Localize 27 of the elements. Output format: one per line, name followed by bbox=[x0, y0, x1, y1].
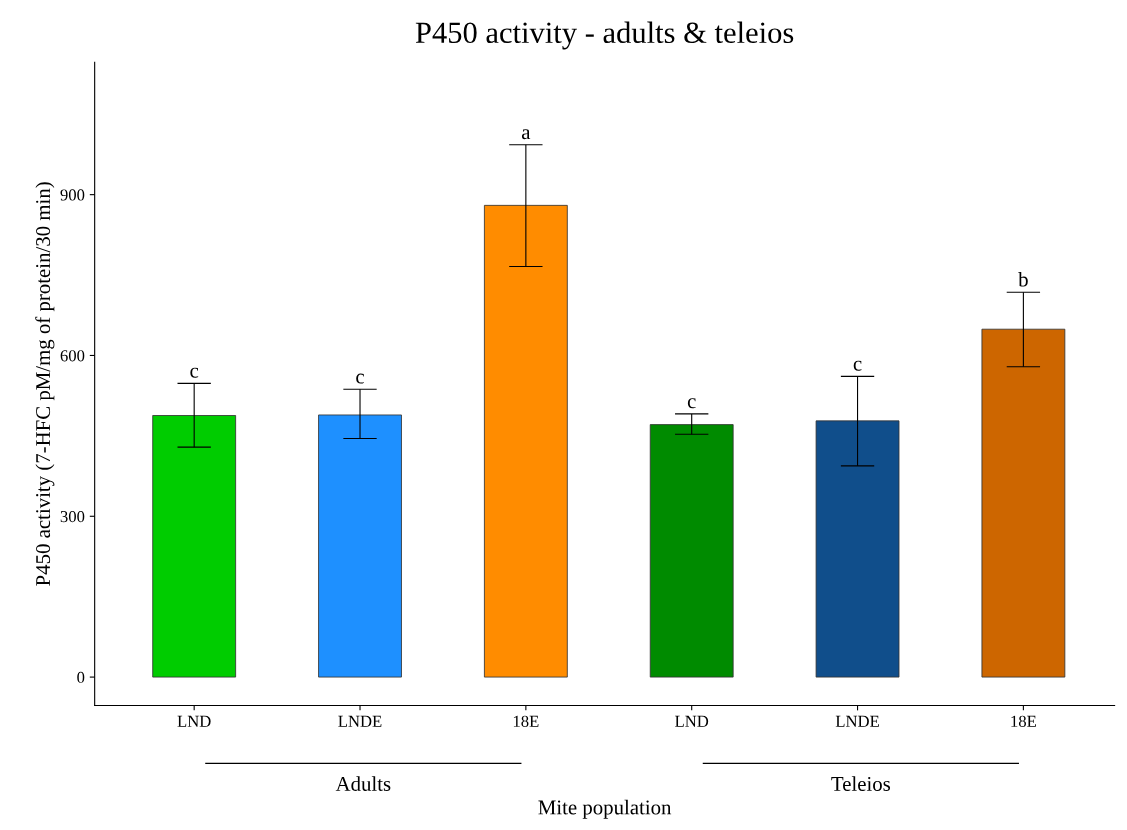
data-label: c bbox=[687, 398, 696, 409]
data-label: a bbox=[521, 129, 531, 140]
x-tick-label: 18E bbox=[1011, 715, 1036, 727]
x-tick-label: LND bbox=[675, 715, 709, 727]
y-axis-title: P450 activity (7-HFC pM/mg of protein/30 min) bbox=[35, 182, 55, 586]
bar bbox=[815, 420, 900, 678]
y-tick-label: 900 bbox=[60, 189, 85, 201]
y-tick-label: 300 bbox=[60, 510, 85, 523]
bar bbox=[152, 415, 237, 678]
text: Teleios bbox=[831, 776, 891, 791]
data-label: c bbox=[853, 360, 862, 371]
bar bbox=[649, 424, 734, 678]
y-tick-label: 600 bbox=[60, 350, 85, 362]
x-tick-label: LNDE bbox=[338, 715, 382, 727]
data-label: c bbox=[356, 373, 364, 384]
chart-title: P450 activity - adults & teleios bbox=[415, 21, 794, 50]
data-label: b bbox=[1018, 271, 1028, 287]
bar bbox=[981, 328, 1066, 678]
bar bbox=[483, 204, 568, 678]
text: Adults bbox=[335, 776, 391, 791]
data-label: c bbox=[190, 367, 199, 378]
x-tick-label: 18E bbox=[513, 715, 539, 727]
x-tick-label: LND bbox=[177, 715, 211, 727]
y-tick-label: 0 bbox=[77, 671, 85, 684]
bar bbox=[318, 414, 402, 678]
x-tick-label: LNDE bbox=[835, 715, 879, 727]
x-axis-title: Mite population bbox=[538, 799, 672, 819]
